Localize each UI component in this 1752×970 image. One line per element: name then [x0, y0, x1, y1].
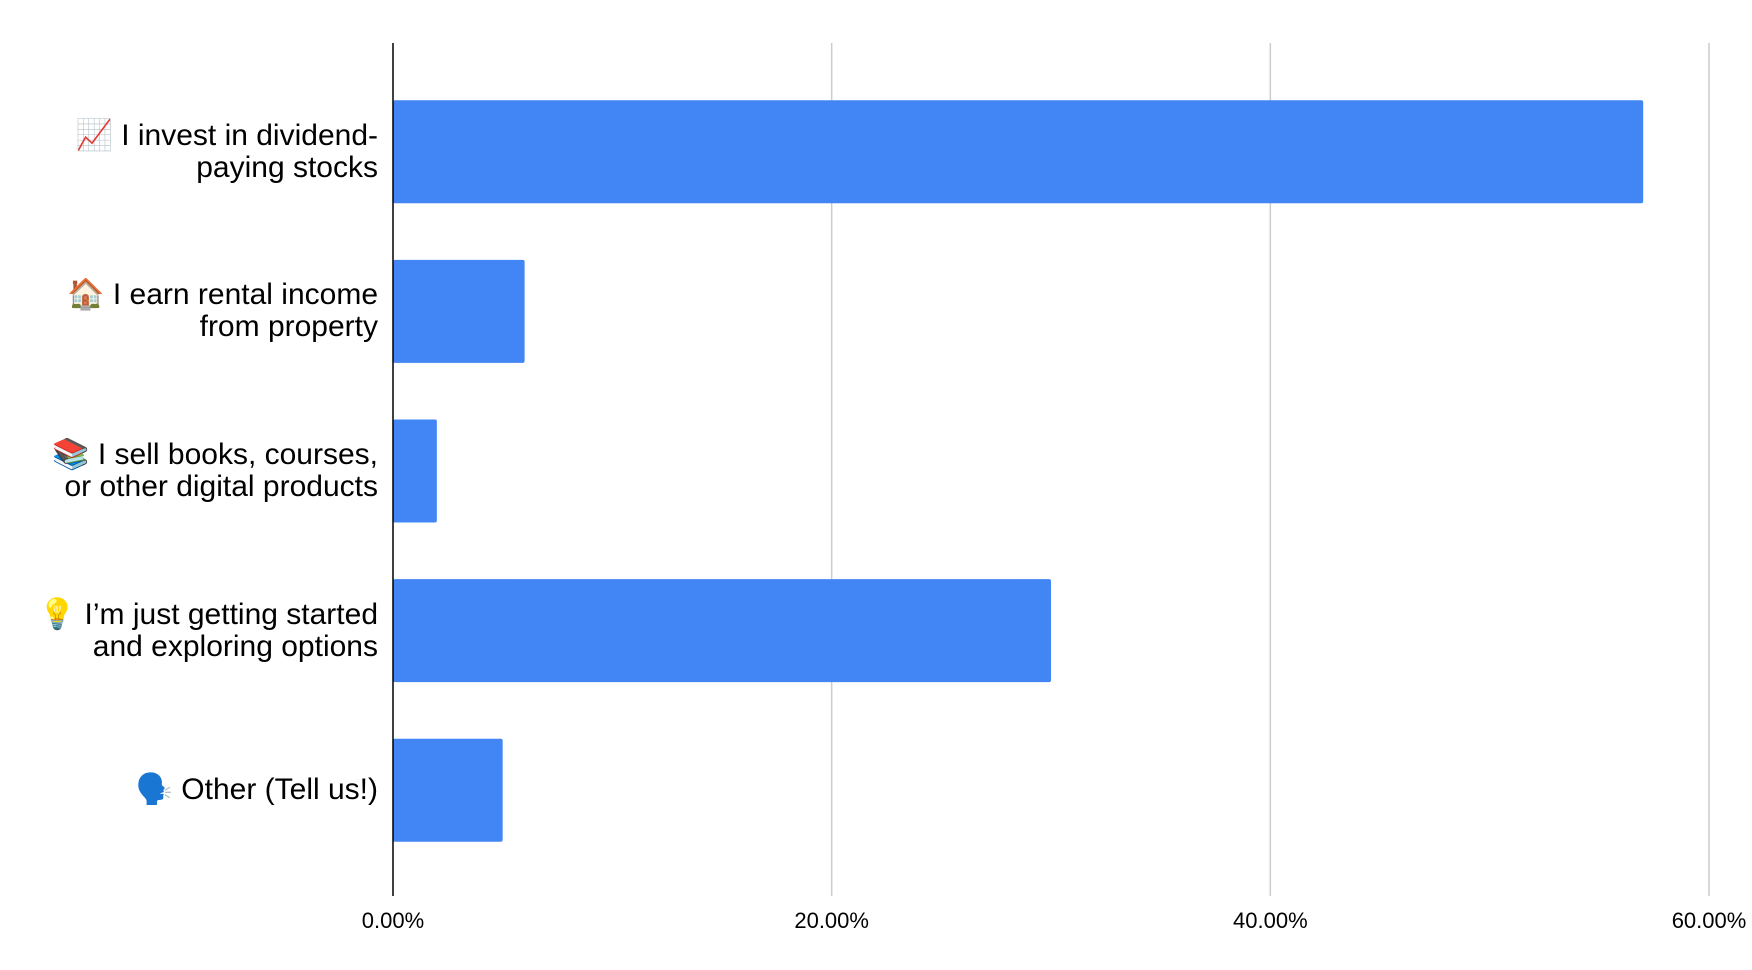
x-tick-label: 0.00% [362, 908, 424, 933]
x-tick-label: 40.00% [1233, 908, 1308, 933]
y-tick-label: 💡 I’m just getting started and exploring… [38, 597, 378, 663]
x-tick-label: 20.00% [794, 908, 869, 933]
y-tick-label: 📚 I sell books, courses, or other digita… [52, 438, 378, 503]
x-tick-label: 60.00% [1672, 908, 1747, 933]
y-tick-label: 🏠 I earn rental income from property [67, 278, 378, 344]
bar [393, 579, 1051, 683]
bar [393, 738, 503, 842]
bar [393, 419, 437, 523]
y-tick-label: 📈 I invest in dividend-paying stocks [75, 118, 379, 184]
bar [393, 100, 1644, 204]
bar [393, 259, 525, 363]
y-tick-label: 🗣️ Other (Tell us!) [135, 773, 378, 807]
